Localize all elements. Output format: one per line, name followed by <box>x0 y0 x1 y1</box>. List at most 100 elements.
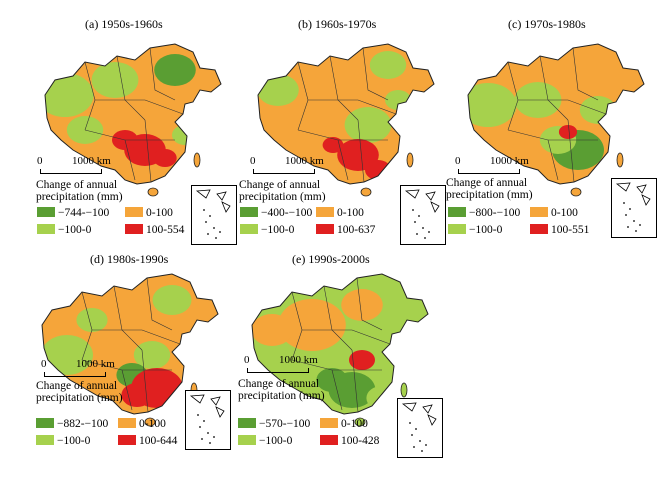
scale-distance: 1000 km <box>76 358 115 370</box>
scale-line <box>44 372 106 377</box>
legend-title: Change of annual precipitation (mm) <box>36 179 123 203</box>
inset-island <box>205 221 207 223</box>
swatch-strong-increase <box>530 224 548 234</box>
legend-label: −100-0 <box>58 224 92 236</box>
inset-island <box>213 436 215 438</box>
taiwan-island <box>400 382 408 398</box>
province-boundary <box>357 119 365 183</box>
province-boundary <box>518 99 607 115</box>
taiwan-island <box>193 152 201 168</box>
province-boundary <box>92 329 181 345</box>
province-boundary <box>302 329 391 345</box>
inset-island <box>207 432 209 434</box>
legend-class-3: 0-100 <box>118 418 166 430</box>
panel-title: (d) 1980s-1990s <box>90 252 169 266</box>
hainan-island <box>360 187 372 197</box>
legend-label: 0-100 <box>139 418 166 430</box>
country-border <box>41 273 219 415</box>
inset-island <box>197 414 199 416</box>
south-china-sea-inset <box>400 185 446 245</box>
country-border <box>251 273 429 415</box>
precip-region <box>316 368 348 392</box>
legend-label: 100-637 <box>337 224 376 236</box>
scale-line <box>253 169 315 174</box>
inset-coast <box>422 404 433 414</box>
china-precip-map-b <box>257 43 435 197</box>
panel-title: (a) 1950s-1960s <box>85 17 163 31</box>
scale-zero: 0 <box>41 358 47 370</box>
hainan-island <box>144 417 156 427</box>
legend-label: 100-428 <box>341 435 380 447</box>
province-boundary <box>356 277 383 331</box>
hainan-island <box>354 417 366 427</box>
panel-title: (b) 1960s-1970s <box>298 17 377 31</box>
legend-class-4: 100-428 <box>320 435 379 447</box>
legend-class-3: 0-100 <box>316 207 364 219</box>
inset-island <box>416 233 418 235</box>
scale-line <box>247 368 309 373</box>
legend-class-1: −570-−100 <box>238 418 310 430</box>
legend-class-4: 100-554 <box>125 224 184 236</box>
legend-title: Change of annual precipitation (mm) <box>446 177 533 201</box>
precip-region <box>121 383 153 407</box>
swatch-decrease <box>240 224 258 234</box>
province-boundary <box>337 139 349 181</box>
inset-island <box>421 450 423 452</box>
south-china-sea-inset <box>191 185 237 245</box>
china-precip-map-a <box>44 43 222 197</box>
swatch-strong-decrease <box>448 207 466 217</box>
inset-island <box>419 440 421 442</box>
taiwan-island <box>406 152 414 168</box>
province-boundary <box>146 277 173 331</box>
swatch-increase <box>320 418 338 428</box>
inset-island <box>629 208 631 210</box>
province-boundary <box>567 119 575 183</box>
south-china-sea-inset <box>611 178 657 238</box>
scale-distance: 1000 km <box>285 155 324 167</box>
legend-label: 0-100 <box>337 207 364 219</box>
panel-title: (c) 1970s-1980s <box>508 17 586 31</box>
scale-zero: 0 <box>250 155 256 167</box>
legend-label: 100-551 <box>551 224 590 236</box>
precip-region <box>172 125 198 145</box>
scale-zero: 0 <box>37 155 43 167</box>
country-border <box>44 43 222 185</box>
precip-region <box>153 149 177 167</box>
map-panel-a: (a) 1950s-1960s 0 1000 km Change of annu… <box>25 15 240 247</box>
inset-coast <box>210 396 221 406</box>
inset-island <box>422 227 424 229</box>
inset-coast <box>430 201 440 213</box>
swatch-strong-decrease <box>36 418 54 428</box>
scale-line <box>458 169 520 174</box>
panel-title: (e) 1990s-2000s <box>292 252 370 266</box>
inset-coast <box>221 201 231 213</box>
province-boundary <box>95 99 184 115</box>
inset-island <box>424 237 426 239</box>
precip-region <box>91 62 139 98</box>
swatch-strong-increase <box>118 435 136 445</box>
precip-region <box>322 137 344 153</box>
legend-class-4: 100-551 <box>530 224 589 236</box>
legend-class-2: −100-0 <box>37 224 91 236</box>
inset-island <box>418 215 420 217</box>
swatch-strong-decrease <box>37 207 55 217</box>
china-outline <box>258 44 434 184</box>
province-boundary <box>149 47 176 101</box>
swatch-decrease <box>37 224 55 234</box>
inset-coast <box>636 184 647 194</box>
inset-coast <box>216 191 227 201</box>
map-panel-c: (c) 1970s-1980s 0 1000 km Change of annu… <box>446 15 663 247</box>
inset-island <box>425 444 427 446</box>
scale-distance: 1000 km <box>72 155 111 167</box>
legend-class-4: 100-637 <box>316 224 375 236</box>
inset-coast <box>195 189 211 199</box>
inset-island <box>203 209 205 211</box>
inset-coast <box>615 182 631 192</box>
inset-island <box>635 230 637 232</box>
legend-class-1: −800-−100 <box>448 207 520 219</box>
inset-island <box>213 227 215 229</box>
legend-label: −882-−100 <box>57 418 109 430</box>
hainan-island <box>570 187 582 197</box>
legend-title: Change of annual precipitation (mm) <box>239 179 326 203</box>
province-boundary <box>308 99 397 115</box>
